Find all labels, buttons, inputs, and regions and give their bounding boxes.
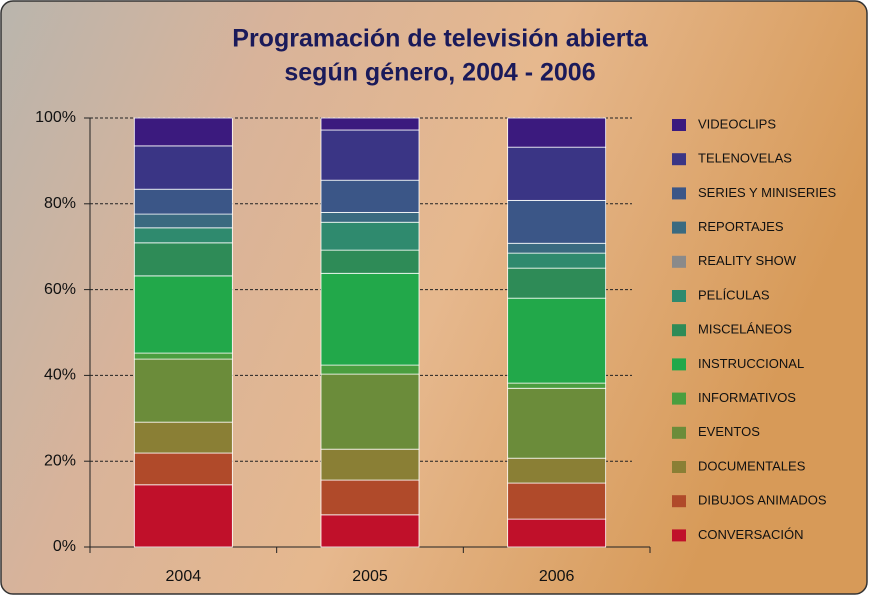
bar-segment	[133, 145, 233, 190]
bar-segment	[133, 227, 233, 244]
legend-swatch	[672, 221, 686, 234]
y-tick-label: 20%	[44, 452, 76, 469]
bar-segment	[507, 117, 607, 148]
bar-segment	[507, 297, 607, 384]
y-tick-label: 40%	[44, 367, 76, 384]
bar-segment	[507, 242, 607, 254]
bar-segment	[320, 479, 420, 516]
bar-segment	[133, 117, 233, 147]
bar-segment	[320, 211, 420, 223]
legend-swatch	[672, 153, 686, 166]
y-tick-label: 0%	[53, 538, 76, 555]
x-tick-label: 2004	[166, 568, 202, 585]
legend-swatch	[672, 529, 686, 542]
legend-swatch	[672, 187, 686, 200]
legend-label: CONVERSACIÓN	[698, 527, 803, 542]
bar-segment	[320, 117, 420, 131]
bar-segment	[507, 252, 607, 269]
bar-segment	[320, 129, 420, 181]
legend-label: REPORTAJES	[698, 219, 784, 234]
bar-segment	[133, 421, 233, 454]
bar-segment	[507, 382, 607, 389]
bar-segment	[507, 457, 607, 484]
bar-segment	[320, 179, 420, 213]
legend-label: DIBUJOS ANIMADOS	[698, 493, 827, 508]
bar-segment	[133, 188, 233, 215]
legend-swatch	[672, 324, 686, 337]
legend-label: TELENOVELAS	[698, 151, 792, 166]
legend-swatch	[672, 426, 686, 439]
x-tick-label: 2005	[352, 568, 388, 585]
legend-label: INSTRUCCIONAL	[698, 356, 804, 371]
bar-segment	[133, 352, 233, 360]
legend-swatch	[672, 392, 686, 405]
bar-segment	[320, 364, 420, 375]
legend-label: MISCELÁNEOS	[698, 322, 792, 337]
bar-segment	[507, 199, 607, 244]
bar-segment	[507, 267, 607, 299]
y-tick-label: 60%	[44, 281, 76, 298]
bar-segment	[133, 242, 233, 277]
legend-swatch	[672, 119, 686, 131]
bar-segment	[320, 221, 420, 251]
legend-swatch	[672, 495, 686, 508]
bar-segment	[507, 387, 607, 459]
legend-label: INFORMATIVOS	[698, 390, 796, 405]
legend-label: DOCUMENTALES	[698, 458, 806, 473]
bar-segment	[133, 358, 233, 423]
bar-segment	[320, 514, 420, 548]
bar-segment	[133, 484, 233, 548]
x-tick-label: 2006	[539, 568, 575, 585]
bar-segment	[507, 146, 607, 201]
legend-label: PELÍCULAS	[698, 287, 770, 302]
chart-title: según género, 2004 - 2006	[284, 59, 595, 87]
bar-segment	[133, 452, 233, 486]
bar-segment	[320, 249, 420, 274]
legend-swatch	[672, 255, 686, 268]
legend-swatch	[672, 461, 686, 473]
legend-label: EVENTOS	[698, 424, 760, 439]
legend-label: REALITY SHOW	[698, 253, 797, 268]
chart-title: Programación de televisión abierta	[232, 25, 649, 53]
legend-label: SERIES Y MINISERIES	[698, 185, 837, 200]
legend-swatch	[672, 290, 686, 302]
bar-segment	[320, 272, 420, 366]
legend-label: VIDEOCLIPS	[698, 116, 776, 131]
bar-segment	[133, 213, 233, 229]
y-tick-label: 100%	[35, 109, 76, 126]
legend-swatch	[672, 358, 686, 371]
bar-segment	[507, 482, 607, 520]
bar-segment	[507, 518, 607, 548]
bar-segment	[320, 448, 420, 481]
bar-segment	[133, 275, 233, 354]
bar-segment	[320, 373, 420, 450]
y-tick-label: 80%	[44, 195, 76, 212]
